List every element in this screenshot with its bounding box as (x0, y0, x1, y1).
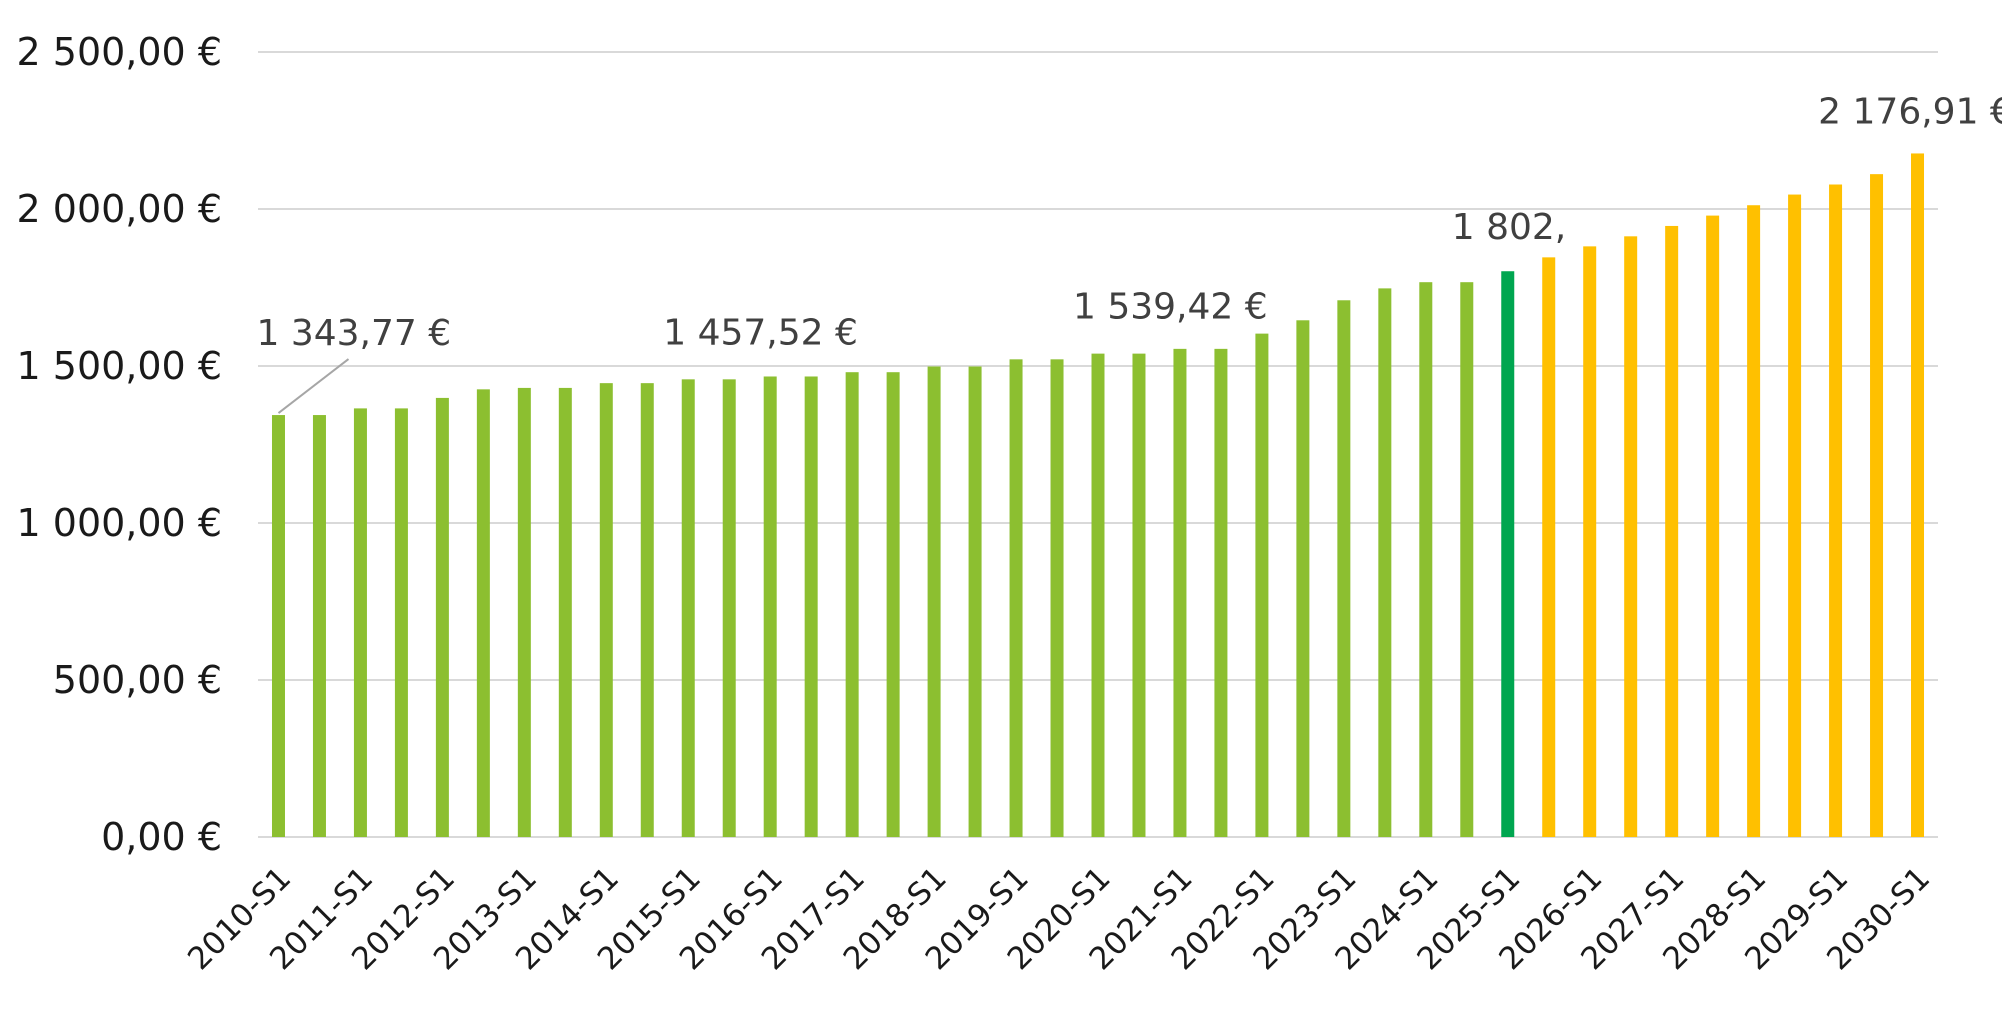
bar-2012-S1 (435, 397, 449, 837)
bar-2028-S1 (1747, 205, 1761, 837)
y-tick-label: 2 000,00 € (17, 187, 222, 231)
data-label: 2 176,91 € (1818, 91, 2002, 132)
bar-2026-S1 (1583, 246, 1597, 838)
bar-2019-S2 (1050, 359, 1064, 837)
data-labels: 1 343,77 € 1 457,52 € 1 539,42 € 1 802, 2 17… (256, 91, 2002, 414)
bar-2023-S2 (1378, 288, 1392, 837)
bar-2027-S2 (1706, 215, 1720, 837)
bar-2029-S2 (1870, 174, 1884, 837)
bar-2019-S1 (1009, 359, 1023, 837)
bar-2014-S2 (640, 383, 654, 837)
bar-2020-S2 (1132, 353, 1146, 837)
bar-2013-S1 (517, 387, 531, 837)
bars (271, 153, 1925, 838)
bar-2027-S1 (1665, 225, 1679, 837)
bar-2021-S2 (1214, 348, 1228, 837)
bar-2025-S1 (1501, 271, 1515, 837)
bar-2030-S1 (1911, 153, 1925, 837)
bar-2018-S1 (927, 366, 941, 837)
y-axis-tick-labels: 0,00 € 500,00 € 1 000,00 € 1 500,00 € 2 000,… (17, 30, 222, 859)
bar-2020-S1 (1091, 353, 1105, 837)
bar-2016-S2 (804, 376, 818, 837)
y-tick-label: 500,00 € (53, 658, 222, 702)
x-axis-tick-labels: 2010-S12011-S12012-S12013-S12014-S12015-… (181, 860, 1937, 977)
bar-2024-S2 (1460, 282, 1474, 837)
bar-2017-S1 (845, 372, 859, 837)
bar-2025-S2 (1542, 257, 1556, 838)
bar-2023-S1 (1337, 300, 1351, 837)
bar-2017-S2 (886, 372, 900, 837)
bar-2026-S2 (1624, 236, 1638, 837)
data-label: 1 539,42 € (1073, 287, 1268, 328)
bar-2029-S1 (1829, 184, 1843, 837)
y-tick-label: 2 500,00 € (17, 30, 222, 74)
bar-2014-S1 (599, 383, 613, 837)
y-tick-label: 0,00 € (101, 815, 222, 859)
bar-2016-S1 (763, 376, 777, 837)
bar-2018-S2 (968, 366, 982, 837)
leader-line (277, 358, 350, 414)
bar-2028-S2 (1788, 194, 1802, 837)
bar-2013-S2 (558, 387, 572, 837)
data-label: 1 457,52 € (663, 312, 858, 353)
bar-2015-S2 (722, 379, 736, 837)
bar-2015-S1 (681, 379, 695, 837)
bar-2022-S2 (1296, 320, 1310, 838)
data-label: 1 343,77 € (256, 313, 451, 354)
bar-2010-S1 (271, 415, 285, 837)
data-label: 1 802, (1452, 207, 1567, 248)
y-tick-label: 1 500,00 € (17, 344, 222, 388)
bar-2021-S1 (1173, 348, 1187, 837)
bar-2011-S2 (394, 408, 408, 837)
bar-2024-S1 (1419, 282, 1433, 837)
bar-2010-S2 (312, 415, 326, 837)
bar-2012-S2 (476, 389, 490, 837)
bar-2011-S1 (353, 408, 367, 837)
y-tick-label: 1 000,00 € (17, 501, 222, 545)
bar-2022-S1 (1255, 333, 1269, 837)
